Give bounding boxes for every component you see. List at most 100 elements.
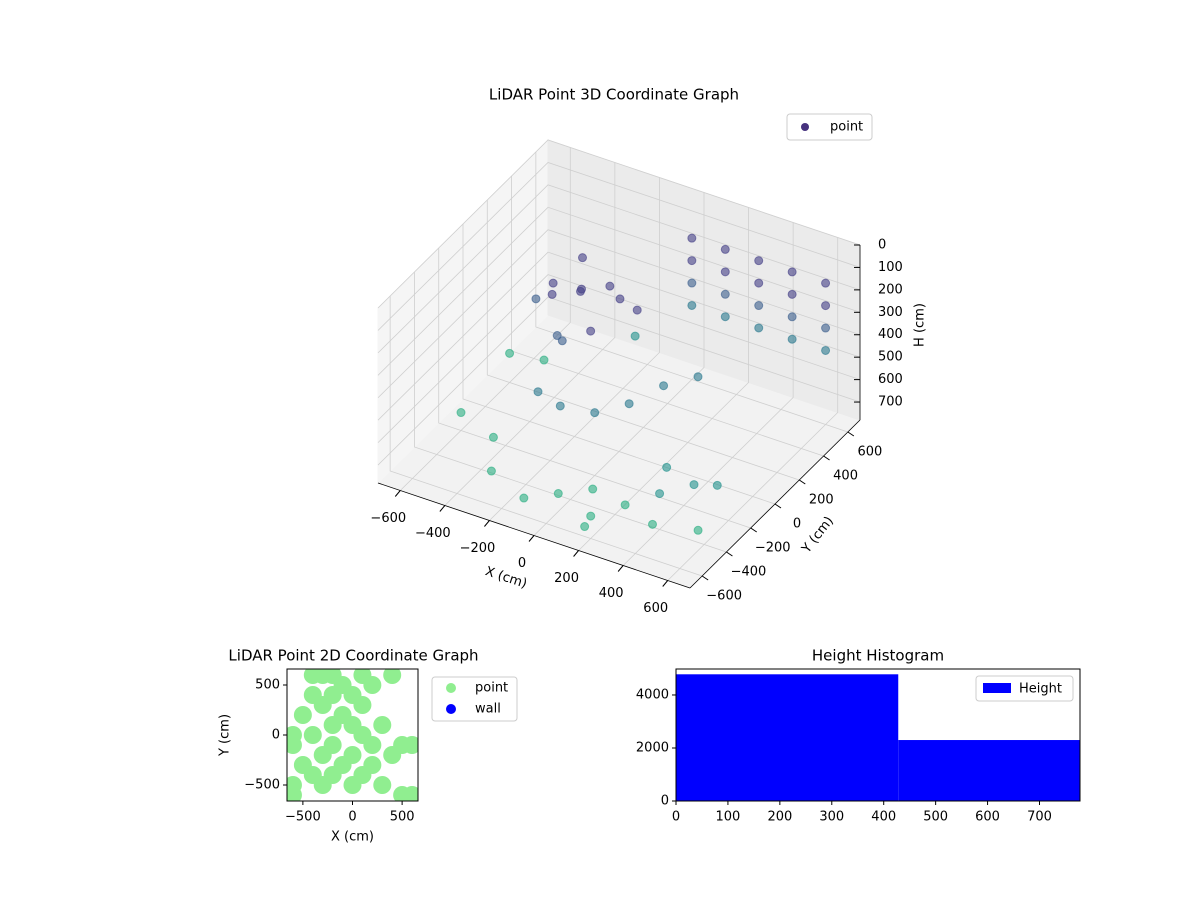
points — [287, 669, 418, 801]
z-tick-label: 500 — [878, 350, 903, 365]
point — [720, 267, 730, 277]
point — [588, 484, 598, 494]
point — [353, 696, 372, 714]
point — [821, 301, 831, 311]
point — [754, 278, 764, 288]
point — [615, 294, 625, 304]
point — [287, 776, 302, 794]
x-tick — [528, 535, 535, 542]
point — [456, 408, 466, 418]
y-axis-label: Y (cm) — [218, 714, 233, 757]
legend-marker — [446, 704, 456, 714]
point — [552, 331, 562, 341]
chart-title: Height Histogram — [812, 647, 944, 665]
point — [687, 278, 697, 288]
point — [687, 300, 697, 310]
point — [363, 676, 382, 694]
grid-line — [377, 296, 861, 466]
x-tick-label: 300 — [819, 810, 844, 825]
point — [632, 305, 642, 315]
grid-line — [444, 162, 616, 506]
point — [373, 716, 392, 734]
z-axis-label: H (cm) — [913, 303, 928, 347]
point — [655, 489, 665, 499]
x-tick-label: 200 — [767, 810, 792, 825]
legend-box — [786, 113, 873, 141]
grid-line — [377, 184, 861, 354]
point — [648, 519, 657, 529]
y-tick-label: 0 — [272, 728, 280, 743]
x-tick — [617, 565, 624, 572]
grid-line — [377, 229, 861, 399]
legend-marker — [446, 683, 456, 693]
point — [821, 345, 831, 355]
y-tick — [750, 527, 757, 533]
point — [821, 323, 831, 333]
x-tick — [662, 580, 669, 587]
y-tick — [823, 455, 830, 461]
point — [821, 278, 831, 288]
point — [630, 331, 640, 341]
grid-line — [533, 192, 705, 536]
point — [624, 399, 634, 409]
legend-label: point — [830, 120, 863, 135]
point — [580, 522, 590, 532]
point — [505, 348, 515, 358]
grid-line — [578, 207, 749, 551]
point — [343, 746, 362, 764]
point — [605, 281, 615, 291]
point — [687, 233, 697, 243]
chart-title: LiDAR Point 3D Coordinate Graph — [489, 86, 739, 104]
point — [754, 301, 764, 311]
point — [373, 776, 392, 794]
point — [693, 372, 703, 382]
point — [787, 312, 797, 322]
point — [531, 294, 541, 304]
z-tick-label: 600 — [878, 372, 903, 387]
point — [363, 736, 382, 754]
legend-label: Height — [1019, 682, 1062, 697]
grid-line — [486, 200, 800, 481]
x-tick-label: 0 — [518, 556, 526, 571]
y-tick-label: −600 — [706, 589, 742, 604]
legend-marker — [801, 123, 809, 131]
point — [486, 466, 496, 476]
point — [533, 387, 543, 397]
grid-line — [377, 161, 861, 331]
axis-line — [377, 482, 691, 589]
y-tick-label: 500 — [255, 678, 280, 693]
grid-line — [462, 224, 776, 505]
point — [539, 355, 549, 365]
z-tick-label: 700 — [878, 395, 903, 410]
point — [287, 726, 302, 744]
grid-line — [377, 274, 861, 443]
z-tick-label: 200 — [878, 282, 903, 297]
x-tick-label: −400 — [415, 526, 451, 541]
point — [548, 278, 558, 288]
grid-line — [377, 139, 861, 309]
y-tick-label: 200 — [809, 493, 834, 508]
point — [662, 462, 672, 472]
point — [720, 244, 730, 254]
y-tick-label: −200 — [755, 541, 791, 556]
x-tick-label: 600 — [643, 601, 668, 616]
point — [787, 289, 797, 299]
x-tick-label: 400 — [871, 810, 896, 825]
y-tick — [847, 431, 855, 437]
x-tick-label: 600 — [975, 810, 1000, 825]
x-tick — [394, 490, 401, 497]
y-tick — [726, 551, 733, 557]
axis-line — [689, 419, 861, 589]
z-tick-label: 400 — [878, 327, 903, 342]
grid-line — [438, 248, 751, 529]
point — [555, 401, 565, 411]
x-tick — [439, 505, 446, 512]
x-tick-label: −600 — [370, 511, 406, 526]
axes-frame — [675, 668, 1081, 802]
grid-line — [489, 177, 660, 521]
grid-line — [377, 206, 861, 376]
x-tick — [573, 550, 579, 557]
point — [693, 525, 703, 535]
